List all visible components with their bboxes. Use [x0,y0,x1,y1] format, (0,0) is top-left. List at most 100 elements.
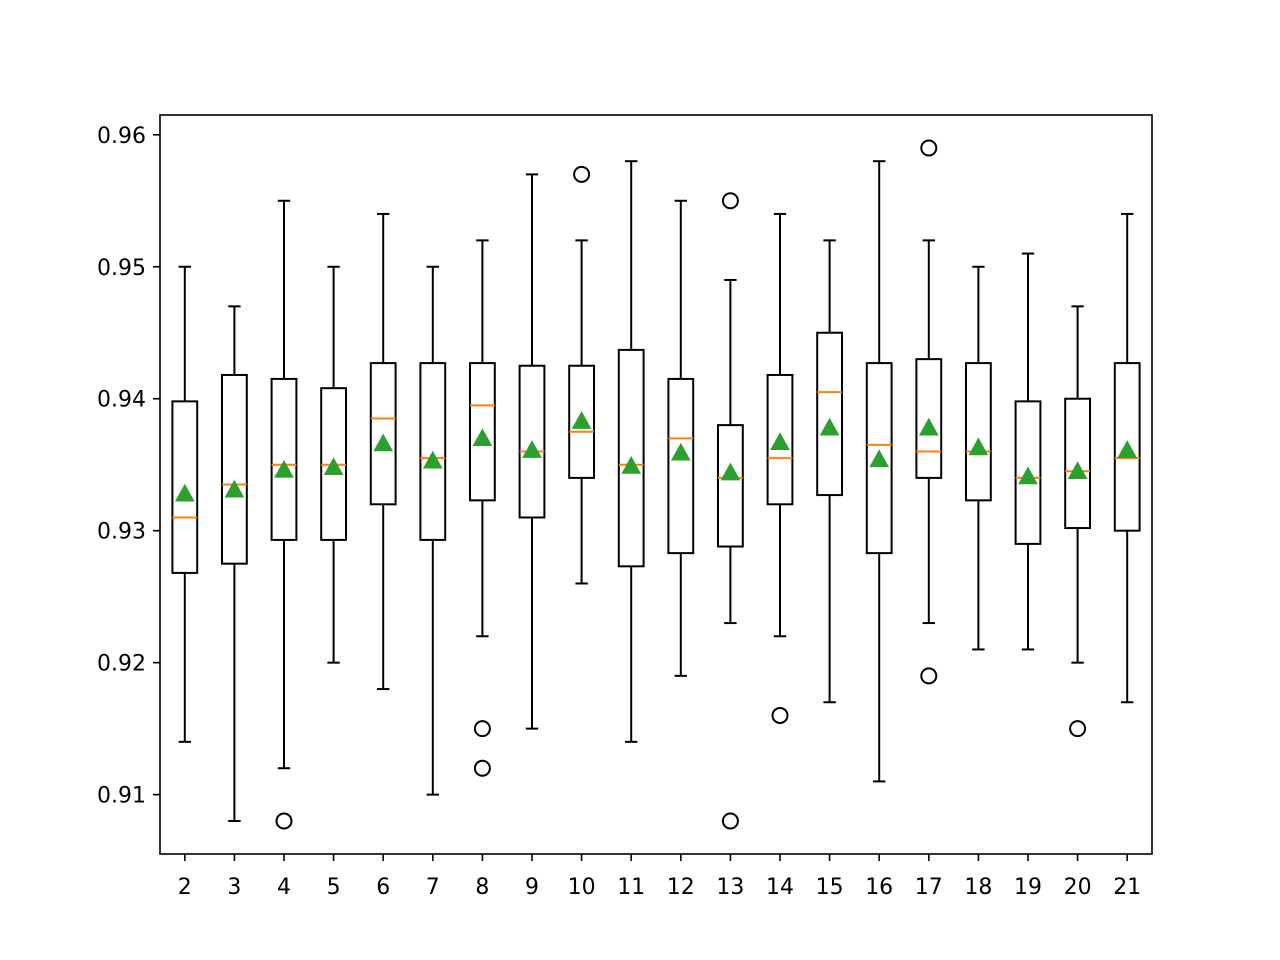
iqr-box [469,362,496,502]
mean-marker [472,428,493,447]
x-tick-label: 14 [766,875,794,900]
iqr-box [1064,397,1091,530]
outlier-point [473,759,491,777]
y-tick-label: 0.91 [97,784,146,809]
x-tick-label: 13 [716,875,744,900]
x-tick-label: 3 [227,875,241,900]
mean-marker [571,411,592,429]
iqr-box [171,400,199,574]
x-tick-label: 15 [816,875,844,900]
box-group-9 [518,173,546,730]
mean-marker [422,450,443,469]
x-tick-label: 10 [568,875,596,900]
mean-marker [323,457,344,476]
y-tick-label: 0.93 [97,520,146,545]
box-group-7 [419,265,447,796]
mean-marker [274,459,294,478]
mean-marker [1018,466,1038,485]
box-group-14 [766,212,794,724]
x-tick-label: 19 [1014,875,1042,900]
iqr-box [617,348,645,568]
iqr-box [369,362,397,506]
iqr-box [1014,400,1042,545]
box-group-17 [915,139,943,685]
outlier-point [573,165,591,183]
mean-marker [869,449,890,468]
x-tick-label: 8 [475,875,489,900]
iqr-box [518,364,546,519]
mean-marker [621,455,642,474]
mean-marker [670,442,691,461]
x-tick-label: 4 [277,875,291,900]
iqr-box [717,424,744,548]
y-tick-label: 0.96 [97,124,146,149]
box-group-10 [568,165,596,585]
x-tick-label: 7 [426,875,440,900]
box-group-13 [717,192,744,830]
iqr-box [965,362,992,502]
box-group-8 [469,239,496,777]
x-tick-label: 21 [1113,875,1141,900]
x-tick-label: 5 [327,875,341,900]
iqr-box [865,362,893,555]
iqr-box [816,331,844,497]
mean-marker [819,417,840,436]
x-tick-label: 9 [525,875,539,900]
iqr-box [766,373,794,506]
y-tick-label: 0.92 [97,652,146,677]
axes-frame [159,114,1153,855]
mean-marker [720,462,741,481]
x-tick-label: 17 [915,875,943,900]
box-group-4 [270,199,298,830]
iqr-box [221,373,248,565]
mean-marker [968,437,989,456]
iqr-box [270,377,298,541]
box-group-3 [221,305,248,823]
outlier-point [275,812,293,830]
plot-area [171,139,1141,830]
outlier-point [721,812,739,830]
x-tick-label: 20 [1064,875,1092,900]
outlier-point [721,192,739,210]
outlier-point [1069,720,1087,738]
box-group-21 [1113,212,1141,704]
outlier-point [771,706,789,724]
x-tick-label: 11 [617,875,645,900]
iqr-box [419,362,447,541]
x-tick-label: 16 [865,875,893,900]
box-group-16 [865,160,893,783]
iqr-box [1113,362,1141,532]
box-group-20 [1064,305,1091,738]
box-group-15 [816,239,844,704]
mean-marker [224,479,245,498]
box-group-19 [1014,252,1042,651]
box-group-2 [171,265,199,743]
mean-marker [522,440,542,458]
x-tick-label: 18 [964,875,992,900]
mean-marker [918,417,939,436]
iqr-box [915,358,943,479]
x-tick-label: 12 [667,875,695,900]
mean-marker [174,483,195,502]
y-tick-label: 0.94 [97,388,146,413]
box-group-11 [617,160,645,743]
box-group-5 [320,265,348,664]
y-axis: 0.91 0.92 0.93 0.94 0.95 0.96 [97,124,160,809]
outlier-point [920,667,938,685]
mean-marker [373,433,394,452]
iqr-box [667,377,695,555]
mean-marker [1117,440,1138,458]
x-tick-label: 6 [376,875,390,900]
outlier-point [920,139,938,157]
outlier-point [473,720,491,738]
x-tick-label: 2 [178,875,192,900]
box-group-6 [369,212,397,691]
iqr-box [568,364,596,479]
y-tick-label: 0.95 [97,256,146,281]
box-group-18 [965,265,992,651]
mean-marker [1067,461,1088,480]
mean-marker [770,432,790,450]
box-group-12 [667,199,695,677]
x-axis: 2 3 4 5 6 7 8 9 10 11 12 13 14 15 16 17 18 19 20 21 [178,854,1141,900]
